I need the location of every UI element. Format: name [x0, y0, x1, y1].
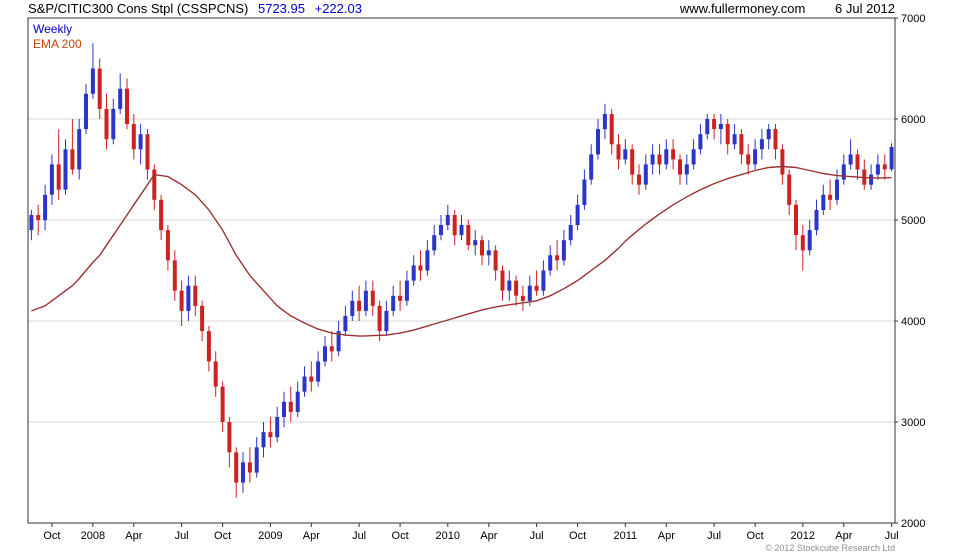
svg-text:Oct: Oct — [214, 530, 231, 542]
price-change: +222.03 — [314, 1, 362, 16]
svg-text:3000: 3000 — [901, 417, 925, 429]
svg-text:Apr: Apr — [480, 530, 497, 542]
svg-text:2012: 2012 — [791, 530, 815, 542]
svg-text:2009: 2009 — [258, 530, 282, 542]
svg-text:Jul: Jul — [885, 530, 899, 542]
svg-text:Oct: Oct — [43, 530, 60, 542]
chart-legend: Weekly EMA 200 — [33, 22, 82, 52]
svg-text:Jul: Jul — [352, 530, 366, 542]
header-right: www.fullermoney.com 6 Jul 2012 — [654, 1, 895, 16]
svg-text:Apr: Apr — [303, 530, 320, 542]
svg-text:2011: 2011 — [613, 530, 637, 542]
svg-text:Jul: Jul — [530, 530, 544, 542]
svg-text:4000: 4000 — [901, 316, 925, 328]
website-text: www.fullermoney.com — [679, 1, 806, 16]
svg-text:Oct: Oct — [392, 530, 409, 542]
svg-text:Jul: Jul — [707, 530, 721, 542]
svg-text:2008: 2008 — [81, 530, 105, 542]
svg-text:6000: 6000 — [901, 114, 925, 126]
svg-text:Jul: Jul — [175, 530, 189, 542]
copyright-text: © 2012 Stockcube Research Ltd — [765, 543, 895, 553]
svg-text:Apr: Apr — [658, 530, 675, 542]
legend-ema-label: EMA 200 — [33, 37, 82, 51]
last-price: 5723.95 — [257, 1, 305, 16]
legend-weekly-label: Weekly — [33, 22, 73, 36]
svg-text:Apr: Apr — [835, 530, 852, 542]
svg-text:2000: 2000 — [901, 518, 925, 530]
instrument-title: S&P/CITIC300 Cons Stpl (CSSPCNS) — [28, 1, 249, 16]
chart-header: S&P/CITIC300 Cons Stpl (CSSPCNS) 5723.95… — [28, 1, 895, 16]
title-group: S&P/CITIC300 Cons Stpl (CSSPCNS) 5723.95… — [28, 1, 368, 16]
svg-text:7000: 7000 — [901, 13, 925, 25]
svg-text:Oct: Oct — [569, 530, 586, 542]
svg-text:Oct: Oct — [747, 530, 764, 542]
svg-text:2010: 2010 — [436, 530, 460, 542]
svg-text:5000: 5000 — [901, 215, 925, 227]
svg-text:Apr: Apr — [125, 530, 142, 542]
date-text: 6 Jul 2012 — [835, 1, 895, 16]
